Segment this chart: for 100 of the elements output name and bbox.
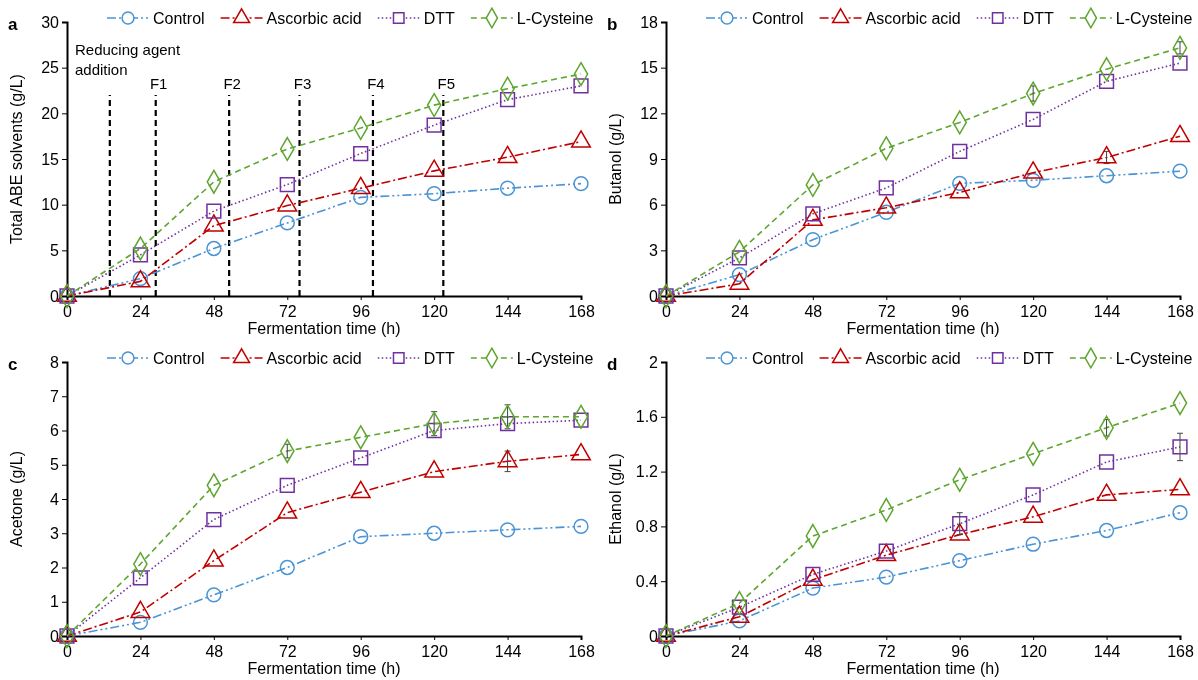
legend-label: DTT [423,10,456,27]
legend-label: DTT [423,350,456,367]
legend-label: L-Cysteine [516,350,594,367]
x-tick-label: 96 [352,303,371,321]
y-tick-label: 2 [649,353,659,371]
y-axis-title: Ethanol (g/L) [607,453,624,545]
ref-line-label: Reducing agent addition [75,41,181,78]
point [1098,522,1115,539]
point [878,569,894,585]
x-tick-label: 72 [278,643,297,661]
x-tick-label: 120 [1020,303,1048,321]
point [1098,73,1115,90]
point [353,189,369,206]
x-tick-label: 120 [421,303,449,321]
point [279,176,295,193]
y-tick-label: 0.8 [635,518,659,536]
point [1025,487,1041,503]
x-tick-label: 24 [132,643,150,661]
ref-line-label: F4 [367,75,385,92]
y-tick-label: 6 [50,422,60,440]
x-tick-label: 168 [568,303,595,321]
point [731,267,748,283]
y-tick-label: 1.2 [635,463,659,481]
legend-label: DTT [1022,10,1055,27]
legend-label: L-Cysteine [1115,10,1193,27]
y-tick-label: 5 [50,456,60,474]
point [426,186,442,202]
y-tick-label: 1 [50,593,60,611]
point [952,553,968,569]
legend-label: Ascorbic acid [266,10,362,27]
x-tick-label: 24 [132,303,150,321]
y-tick-label: 15 [640,59,659,77]
point [573,176,589,192]
y-tick-label: 18 [640,13,659,31]
x-tick-label: 120 [421,643,449,661]
x-tick-label: 96 [951,303,970,321]
legend-label: Control [752,10,804,27]
y-tick-label: 9 [649,150,659,168]
point [1172,439,1188,455]
point [132,247,149,263]
x-tick-label: 96 [352,643,371,661]
y-tick-label: 6 [649,196,659,214]
y-tick-label: 7 [50,387,60,405]
point [499,180,516,196]
y-tick-label: 25 [41,59,60,77]
ref-line-label: F3 [293,75,312,92]
legend-label: Control [153,10,205,27]
x-tick-label: 0 [662,643,672,661]
legend-label: L-Cysteine [516,10,594,27]
point [279,559,295,576]
x-tick-label: 144 [494,643,522,661]
point [878,180,894,196]
point [206,240,222,257]
x-tick-label: 72 [877,643,896,661]
x-axis-title: Fermentation time (h) [846,320,1000,337]
y-tick-label: 0.4 [635,572,659,590]
point [1098,454,1115,470]
x-tick-label: 168 [1167,303,1194,321]
y-tick-label: 2 [50,559,60,577]
x-tick-label: 0 [662,303,672,321]
x-tick-label: 120 [1020,643,1048,661]
y-tick-label: 15 [41,150,60,168]
x-axis-title: Fermentation time (h) [846,660,1000,677]
point [206,587,222,603]
point [1025,172,1041,188]
y-tick-label: 3 [649,241,659,259]
legend-label: Control [153,350,205,367]
y-axis-title: Butanol (g/L) [607,113,624,205]
point [353,145,369,162]
x-tick-label: 0 [63,643,73,661]
point [1172,55,1188,71]
point [499,522,516,538]
x-tick-label: 144 [1093,643,1121,661]
point [1098,168,1115,184]
chart-title: c [8,355,18,374]
point [1025,536,1041,552]
y-tick-label: 10 [41,196,60,214]
point [279,215,295,231]
legend-label: DTT [1022,350,1055,367]
x-tick-label: 144 [494,303,522,321]
point [731,250,748,266]
point [1172,505,1188,521]
x-tick-label: 168 [1167,643,1194,661]
y-tick-label: 4 [50,490,60,508]
y-tick-label: 20 [41,104,60,122]
y-tick-label: 0 [50,627,60,645]
y-tick-label: 0 [649,287,659,305]
y-tick-label: 12 [640,104,659,122]
point [1172,163,1188,179]
point [499,91,516,108]
point [731,613,748,629]
point [132,570,149,586]
y-axis-title: Acetone (g/L) [8,450,25,548]
point [499,416,516,432]
x-tick-label: 168 [568,643,595,661]
x-tick-label: 72 [877,303,896,321]
x-axis-title: Fermentation time (h) [247,320,401,337]
point [132,614,149,630]
y-tick-label: 3 [50,524,60,542]
point [573,518,589,535]
